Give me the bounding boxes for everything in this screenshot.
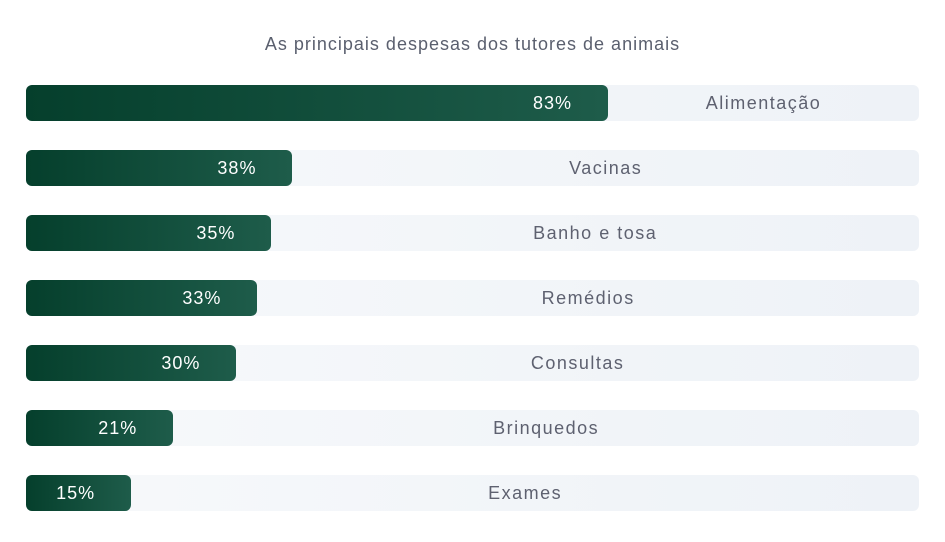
bar: [26, 215, 272, 251]
bar: [26, 150, 293, 186]
bar-row: 21% Brinquedos: [26, 410, 919, 446]
category-label: Remédios: [541, 288, 635, 308]
bar-row: 38% Vacinas: [26, 150, 919, 186]
value-label: 35%: [196, 223, 236, 243]
bar-row: 30% Consultas: [26, 345, 919, 381]
value-label: 83%: [532, 93, 572, 113]
bar: [26, 475, 132, 511]
category-label: Exames: [488, 483, 563, 503]
value-label: 38%: [217, 158, 257, 178]
bar: [26, 85, 608, 121]
value-label: 21%: [98, 418, 138, 438]
value-label: 15%: [56, 483, 96, 503]
bar: [26, 410, 174, 446]
category-label: Consultas: [530, 353, 625, 373]
bar-row: 15% Exames: [26, 475, 919, 511]
bar-row: 35% Banho e tosa: [26, 215, 919, 251]
bar-row: 33% Remédios: [26, 280, 919, 316]
value-label: 33%: [182, 288, 222, 308]
category-label: Brinquedos: [493, 418, 600, 438]
bar-row: 83% Alimentação: [26, 85, 919, 121]
value-label: 30%: [161, 353, 201, 373]
bar-chart: 83% Alimentação 38% Vacinas 35% Banho e tosa 3…: [26, 85, 919, 540]
category-label: Vacinas: [569, 158, 643, 178]
bar: [26, 280, 258, 316]
chart-title: As principais despesas dos tutores de an…: [264, 34, 681, 54]
category-label: Alimentação: [705, 93, 822, 113]
category-label: Banho e tosa: [533, 223, 658, 243]
bar: [26, 345, 237, 381]
